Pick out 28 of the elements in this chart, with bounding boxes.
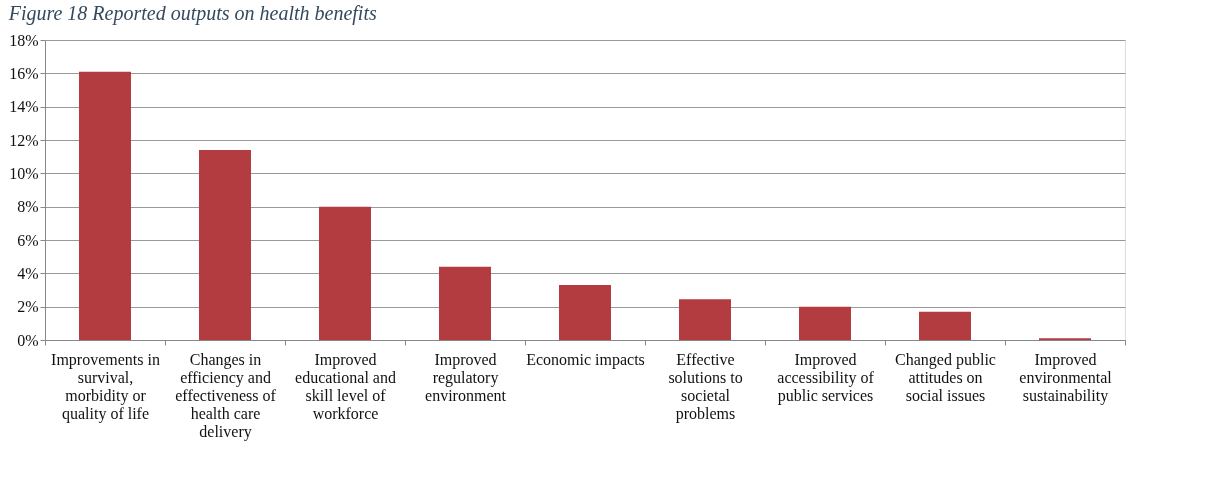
y-tick-label: 8% [17, 198, 39, 216]
y-tick-label: 16% [9, 64, 39, 82]
y-tick-label: 12% [9, 131, 39, 149]
x-tick-label: Changes in efficiency and effectiveness of health care delivery [175, 350, 277, 441]
bar [319, 206, 371, 340]
x-tick-label: Effective solutions to societal problems [668, 350, 743, 423]
y-tick-label: 2% [17, 298, 39, 316]
bar [439, 266, 491, 340]
bar [799, 306, 851, 340]
x-tick-label: Improved accessibility of public services [777, 350, 875, 405]
x-tick-label: Improvements in survival, morbidity or quality of life [51, 350, 160, 423]
y-tick-label: 0% [17, 331, 39, 349]
bar [199, 150, 251, 340]
bar [919, 311, 971, 340]
x-tick-label: Improved regulatory environment [425, 350, 507, 404]
x-tick-label: Improved environmental sustainability [1019, 350, 1113, 405]
y-tick-label: 18% [9, 31, 39, 49]
chart-title: Figure 18 Reported outputs on health benefits [7, 2, 377, 25]
y-tick-label: 10% [9, 164, 39, 182]
x-tick-label: Economic impacts [526, 350, 645, 369]
bar [559, 285, 611, 340]
bar [679, 299, 731, 340]
y-tick-label: 6% [17, 231, 39, 249]
y-tick-label: 14% [9, 98, 39, 116]
bar [79, 71, 131, 340]
y-tick-label: 4% [17, 264, 39, 282]
x-tick-label: Improved educational and skill level of workforce [295, 350, 396, 422]
x-tick-label: Changed public attitudes on social issues [895, 350, 996, 404]
